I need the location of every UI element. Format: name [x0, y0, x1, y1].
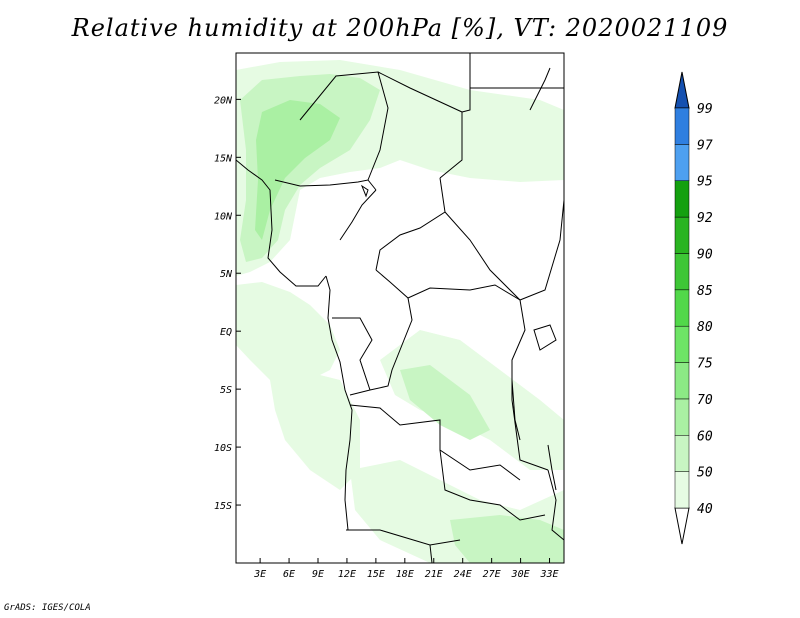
colorbar-segment	[674, 144, 690, 181]
lon-tick-label: 12E	[338, 569, 356, 580]
lat-tick-label: 10N	[214, 211, 233, 222]
coast-red-sea	[529, 67, 551, 111]
colorbar-level-label: 95	[697, 175, 713, 190]
colorbar-level-label: 50	[697, 466, 713, 481]
country-borders	[236, 53, 564, 563]
lakes	[360, 184, 557, 491]
border-angola-south	[346, 529, 461, 546]
lon-tick-label: 24E	[454, 569, 472, 580]
lon-tick-label: 18E	[396, 569, 414, 580]
colorbar-level-label: 99	[697, 102, 713, 117]
coast-west-africa	[236, 159, 327, 287]
lake-malawi	[547, 444, 557, 491]
colorbar-level-label: 40	[697, 502, 713, 517]
colorbar-above-arrow	[674, 71, 690, 109]
border-drc-east	[511, 299, 549, 471]
lat-tick-label: 15N	[214, 153, 233, 164]
colorbar-segment	[674, 180, 690, 218]
humidity-area-west-core	[255, 100, 340, 240]
border-car	[375, 269, 521, 301]
colorbar-segment	[674, 325, 690, 363]
colorbar-segment	[674, 216, 690, 254]
lake-chad	[360, 184, 369, 198]
border-drc-angola	[349, 404, 521, 481]
border-chad	[461, 53, 471, 113]
lake-tanganyika	[511, 379, 521, 441]
colorbar: 40 50 60 70 75 80 85 90 92 95 97 99	[674, 71, 713, 545]
border-zambia	[439, 449, 546, 521]
coast-gulf	[325, 275, 353, 531]
humidity-area-south-east-core	[450, 515, 564, 563]
lat-tick-labels: 20N 15N 10N 5N EQ 5S 10S 15S	[214, 95, 241, 512]
colorbar-segment	[674, 435, 690, 472]
border-gabon-congo	[332, 317, 373, 391]
colorbar-segment	[674, 362, 690, 400]
border-namibia-botswana	[429, 544, 433, 563]
lon-tick-label: 27E	[483, 569, 501, 580]
colorbar-level-label: 75	[697, 357, 713, 372]
colorbar-segment	[674, 289, 690, 327]
humidity-area-east-tongue	[400, 365, 490, 440]
lon-tick-label: 21E	[425, 569, 443, 580]
lon-tick-label: 9E	[312, 569, 324, 580]
lon-tick-label: 3E	[253, 569, 266, 580]
colorbar-segment	[674, 471, 690, 509]
colorbar-segment	[674, 107, 690, 145]
humidity-area-south-west	[270, 370, 360, 490]
lat-tick-label: 5N	[220, 269, 233, 280]
border-mozambique	[547, 469, 564, 541]
colorbar-level-label: 97	[697, 138, 713, 153]
border-sudan	[444, 199, 564, 301]
colorbar-level-label: 92	[697, 211, 713, 226]
lon-tick-label: 30E	[511, 569, 530, 580]
border-niger-nigeria	[274, 179, 377, 191]
footer-credit: GrADS: IGES/COLA	[4, 603, 91, 613]
lon-tick-label: 6E	[283, 569, 295, 580]
lat-tick-label: EQ	[220, 327, 232, 338]
colorbar-level-label: 70	[697, 393, 713, 408]
humidity-shading	[236, 60, 564, 563]
border-nigeria-cameroon	[339, 189, 377, 241]
lake-victoria	[533, 324, 557, 351]
colorbar-segment	[674, 253, 690, 291]
border-chad-cameroon	[375, 177, 446, 271]
humidity-area-north-east	[462, 112, 564, 168]
colorbar-level-label: 85	[697, 284, 713, 299]
lat-tick-label: 5S	[220, 385, 232, 396]
humidity-area-gulf	[236, 282, 340, 385]
lat-tick-label: 10S	[214, 443, 232, 454]
colorbar-level-label: 90	[697, 247, 713, 262]
colorbar-level-label: 80	[697, 320, 713, 335]
lon-tick-label: 33E	[539, 569, 558, 580]
border-mali-algeria	[299, 71, 389, 181]
colorbar-segment	[674, 398, 690, 436]
lat-tick-label: 15S	[214, 501, 232, 512]
colorbar-level-label: 60	[697, 429, 713, 444]
lat-tick-label: 20N	[214, 95, 233, 106]
colorbar-below-arrow	[674, 507, 690, 545]
map-frame	[235, 52, 565, 564]
chart-title: Relative humidity at 200hPa [%], VT: 202…	[71, 14, 729, 42]
border-congo-drc	[349, 297, 413, 396]
lon-tick-label: 15E	[367, 569, 385, 580]
lon-tick-labels: 3E 6E 9E 12E 15E 18E 21E 24E 27E 30E 33E	[253, 558, 559, 580]
